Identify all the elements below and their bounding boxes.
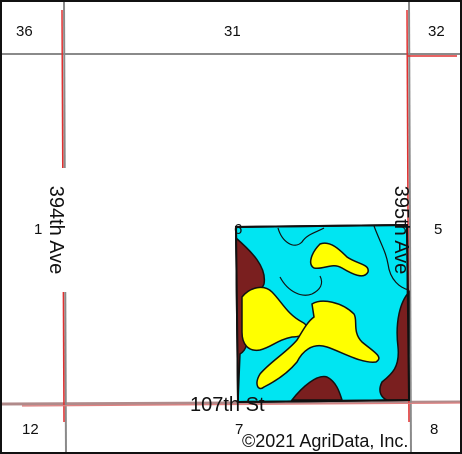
section-number-32: 32 [428,23,445,40]
field-boundary [234,223,411,404]
soil-zone-yellow-north [309,242,369,277]
road-label-394th-ave: 394th Ave [45,186,67,275]
section-number-5: 5 [434,221,442,238]
section-number-36: 36 [16,23,33,40]
section-number-7: 7 [235,421,243,438]
section-number-12: 12 [22,421,39,438]
road-label-395th-group: 395th Ave [390,186,412,275]
soil-boundary-line-2 [373,225,410,291]
section-number-1: 1 [34,221,42,238]
section-number-31: 31 [224,23,241,40]
copyright-notice: ©2021 AgriData, Inc. [242,431,408,451]
section-number-8: 8 [430,421,438,438]
section-number-6: 6 [234,221,242,238]
section-line-south [2,400,460,406]
road-label-394th-group: 394th Ave [45,168,68,292]
road-label-107th-st: 107th St [190,394,265,416]
soil-zone-maroon-east [379,290,410,401]
field-soil-polygons [234,223,411,404]
road-line-south-red [21,402,460,407]
soil-zone-yellow-central [256,300,380,390]
road-label-395th-ave: 395th Ave [390,186,412,275]
section-line-east [408,2,412,452]
soil-boundary-line-1 [277,227,325,246]
soil-zone-maroon-south [290,375,344,401]
road-label-107th-group: 107th St [190,394,265,416]
soil-boundary-line-3 [279,275,323,296]
